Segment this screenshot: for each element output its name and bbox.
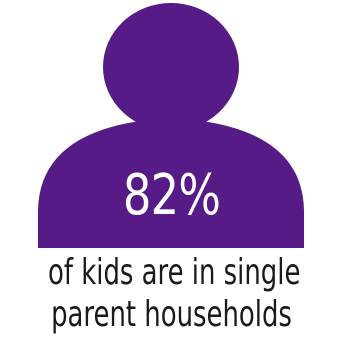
caption-line-1: of kids are in single bbox=[48, 252, 301, 293]
person-body bbox=[38, 118, 304, 248]
caption-line-2: parent households bbox=[51, 294, 292, 335]
person-head bbox=[103, 3, 239, 131]
stat-caption: of kids are in single parent households bbox=[48, 252, 301, 336]
stat-percentage: 82% bbox=[122, 163, 221, 228]
